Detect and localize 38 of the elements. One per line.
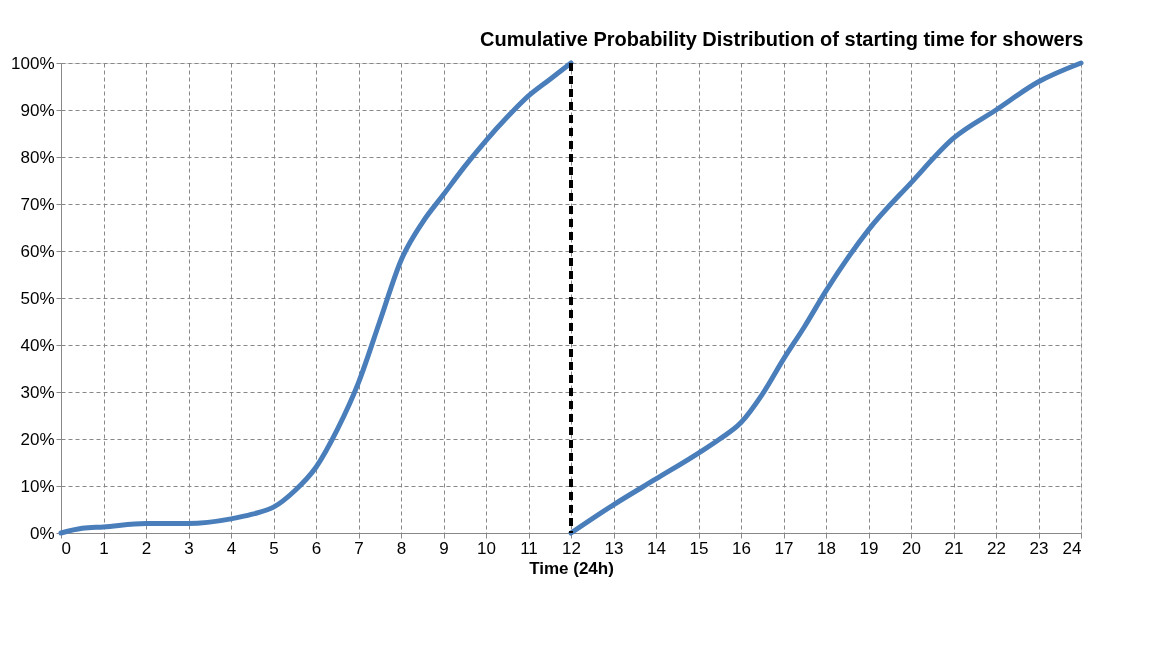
- x-tick-label: 2: [141, 538, 152, 558]
- x-tick-label: 20: [902, 538, 921, 558]
- x-tick-label: 6: [311, 538, 322, 558]
- x-tick-label: 12: [562, 538, 581, 558]
- x-tick-label: 8: [396, 538, 407, 558]
- x-tick-label: 21: [944, 538, 964, 558]
- y-tick-label: 90%: [20, 100, 55, 120]
- y-tick-label: 100%: [11, 53, 55, 73]
- x-tick-label: 14: [647, 538, 666, 558]
- y-tick-label: 50%: [20, 288, 55, 308]
- y-tick-label: 30%: [20, 382, 55, 402]
- x-tick-label: 4: [226, 538, 237, 558]
- x-tick-label: 22: [987, 538, 1006, 558]
- x-tick-label: 11: [520, 538, 538, 558]
- x-tick-label: 3: [184, 538, 194, 558]
- x-tick-label: 13: [604, 538, 624, 558]
- y-tick-label: 10%: [20, 476, 55, 496]
- y-tick-label: 40%: [20, 335, 55, 355]
- x-tick-label: 15: [689, 538, 709, 558]
- x-tick-label: 1: [99, 538, 109, 558]
- x-tick-label: 7: [354, 538, 364, 558]
- x-tick-label: 18: [817, 538, 836, 558]
- x-tick-label: 19: [859, 538, 879, 558]
- x-axis-title: Time (24h): [529, 558, 614, 578]
- x-tick-label: 5: [269, 538, 279, 558]
- x-tick-label: 16: [732, 538, 751, 558]
- chart-title: Cumulative Probability Distribution of starting time for showers: [480, 28, 1084, 50]
- y-tick-label: 0%: [29, 523, 55, 543]
- x-tick-label: 23: [1029, 538, 1049, 558]
- y-tick-label: 20%: [20, 429, 55, 449]
- x-tick-label: 9: [439, 538, 449, 558]
- x-tick-label: 0: [61, 538, 71, 558]
- y-tick-label: 70%: [20, 194, 55, 214]
- x-tick-label: 17: [774, 538, 794, 558]
- x-tick-label: 10: [477, 538, 496, 558]
- y-tick-label: 80%: [20, 147, 55, 167]
- x-tick-label: 24: [1062, 538, 1082, 558]
- y-tick-label: 60%: [20, 241, 55, 261]
